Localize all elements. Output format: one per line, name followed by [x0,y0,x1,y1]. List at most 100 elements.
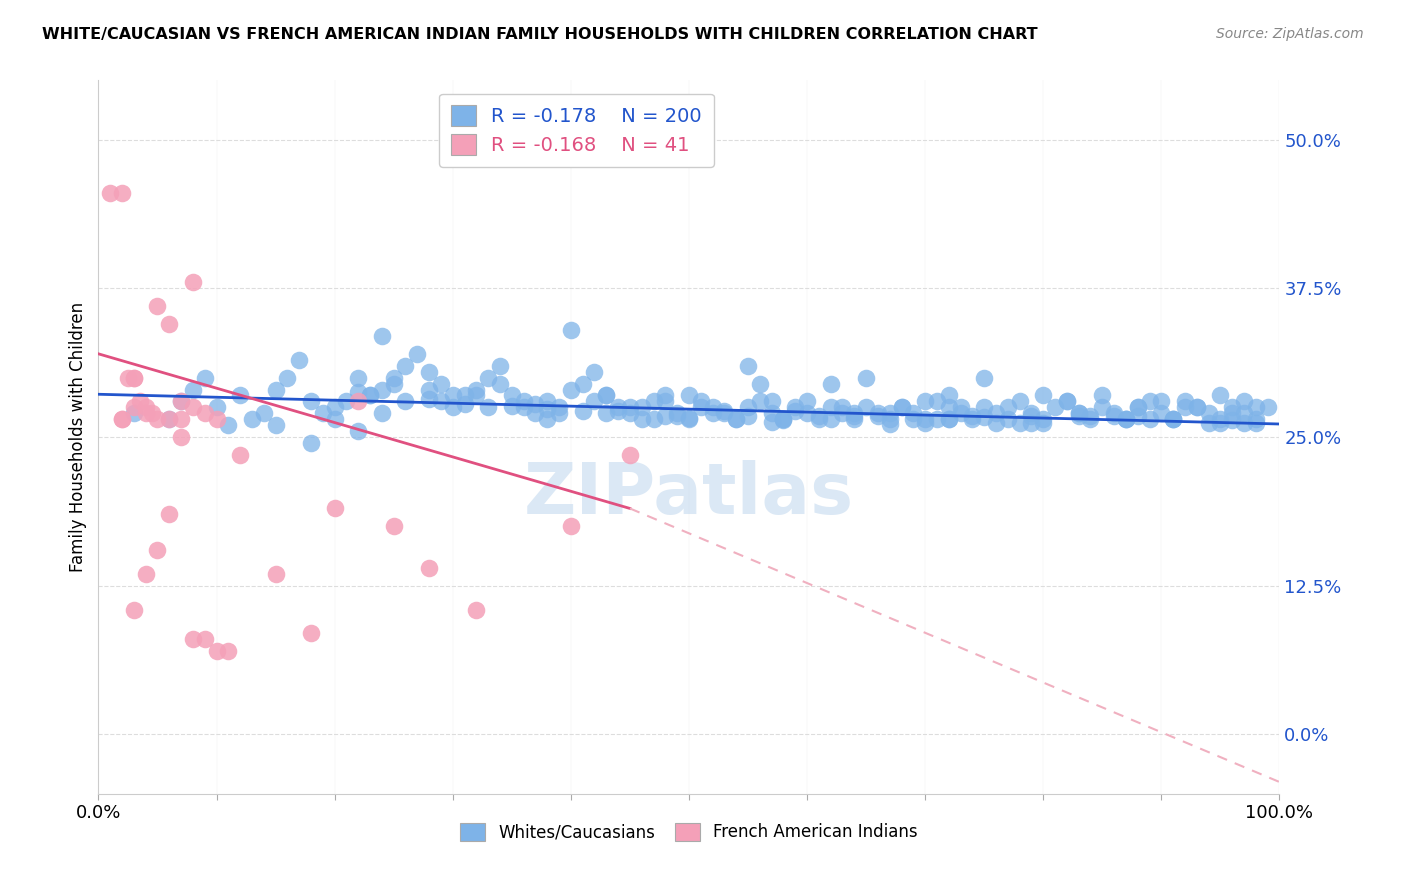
Point [548,406,571,420]
Point [264,566,287,581]
Point [1174,394,1197,409]
Point [240,412,263,426]
Point [938,412,960,426]
Point [890,401,912,415]
Point [430,376,453,391]
Point [1244,401,1267,415]
Point [347,424,370,438]
Point [1056,394,1078,409]
Point [1257,401,1279,415]
Point [1021,416,1043,430]
Point [465,383,488,397]
Point [820,401,842,415]
Point [135,406,157,420]
Point [276,370,298,384]
Point [761,415,783,429]
Point [111,412,134,426]
Point [571,404,593,418]
Point [229,388,252,402]
Point [595,388,617,402]
Point [181,632,204,647]
Point [146,543,169,558]
Point [465,388,488,402]
Point [382,376,405,391]
Point [796,406,818,420]
Point [737,359,759,373]
Point [560,519,582,533]
Point [347,370,370,384]
Point [962,412,984,426]
Point [1150,394,1173,409]
Point [194,406,217,420]
Point [347,394,370,409]
Point [1220,401,1243,415]
Point [866,409,889,423]
Point [489,359,512,373]
Point [1032,388,1054,402]
Point [371,406,394,420]
Point [1244,412,1267,426]
Point [571,376,593,391]
Point [323,401,346,415]
Point [181,276,204,290]
Point [264,383,287,397]
Point [157,317,180,331]
Point [1056,394,1078,409]
Point [702,406,724,420]
Point [666,406,689,420]
Point [583,394,606,409]
Point [737,409,759,423]
Point [418,365,440,379]
Point [761,394,783,409]
Point [1067,406,1090,420]
Point [643,394,665,409]
Point [122,370,145,384]
Point [973,409,995,424]
Point [702,401,724,415]
Point [1115,412,1137,426]
Point [595,388,617,402]
Text: Source: ZipAtlas.com: Source: ZipAtlas.com [1216,27,1364,41]
Point [524,406,547,420]
Point [406,347,429,361]
Point [820,412,842,426]
Point [382,370,405,384]
Point [607,404,630,418]
Point [748,376,770,391]
Point [394,359,416,373]
Point [111,412,134,426]
Point [903,412,925,426]
Point [157,508,180,522]
Point [619,448,641,462]
Point [122,406,145,420]
Point [678,388,700,402]
Point [194,370,217,384]
Point [477,401,499,415]
Point [1185,401,1208,415]
Point [737,401,759,415]
Point [548,401,571,415]
Point [713,406,735,420]
Point [1080,412,1102,426]
Point [619,401,641,415]
Point [1220,413,1243,427]
Point [477,370,499,384]
Point [796,394,818,409]
Point [785,404,807,418]
Point [418,392,440,406]
Point [925,412,948,426]
Point [984,416,1007,430]
Point [1198,406,1220,420]
Point [938,412,960,426]
Point [807,412,830,426]
Point [141,406,163,420]
Point [122,370,145,384]
Point [713,404,735,418]
Point [430,394,453,409]
Point [879,412,901,426]
Point [949,401,972,415]
Point [170,430,193,444]
Point [654,409,676,423]
Point [489,376,512,391]
Point [264,418,287,433]
